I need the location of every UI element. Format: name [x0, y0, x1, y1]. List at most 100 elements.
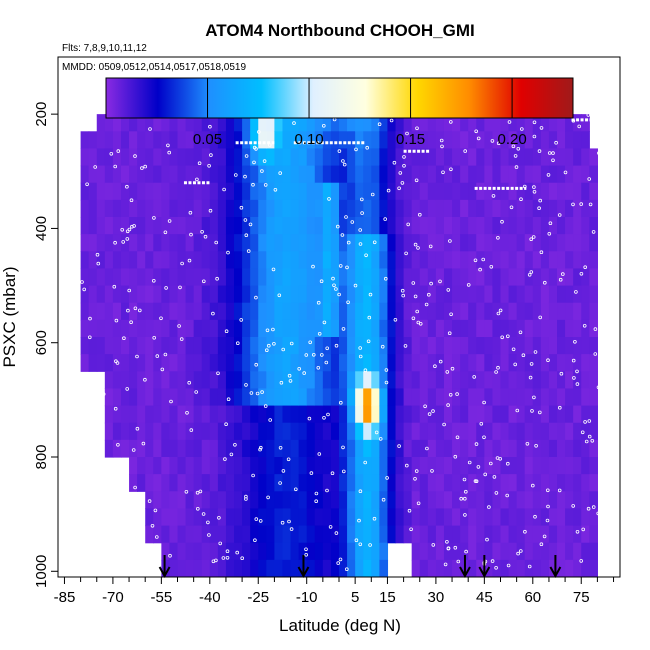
heatmap-cell	[355, 457, 364, 475]
heatmap-cell	[169, 114, 179, 132]
heatmap-cell	[548, 508, 558, 527]
heatmap-cell	[104, 234, 114, 252]
heatmap-cell	[500, 182, 510, 201]
heatmap-cell	[330, 302, 340, 321]
heatmap-cell	[137, 474, 146, 492]
heatmap-cell	[371, 542, 380, 561]
heatmap-cell	[492, 388, 502, 407]
heatmap-cell	[411, 165, 421, 184]
heatmap-cell	[419, 542, 429, 561]
heatmap-cell	[516, 354, 526, 372]
heatmap-cell	[508, 148, 518, 167]
heatmap-cell	[242, 131, 251, 150]
sample-point	[125, 387, 129, 391]
sample-point	[453, 454, 458, 459]
sample-point	[404, 463, 409, 468]
heatmap-cell	[395, 474, 405, 492]
heatmap-cell	[540, 508, 550, 527]
heatmap-cell	[145, 371, 154, 390]
sample-point	[178, 285, 182, 290]
heatmap-cell	[355, 405, 364, 424]
heatmap-cell	[322, 302, 332, 321]
heatmap-cell	[274, 199, 284, 218]
heatmap-cell	[468, 405, 477, 424]
sample-point	[82, 287, 86, 292]
heatmap-cell	[201, 234, 211, 252]
heatmap-cell	[403, 131, 413, 150]
sample-point	[341, 159, 345, 163]
sample-point	[226, 250, 230, 255]
heatmap-cell	[234, 251, 243, 270]
heatmap-cell	[314, 199, 324, 218]
heatmap-cell	[484, 182, 494, 201]
heatmap-cell	[516, 422, 526, 441]
heatmap-cell	[120, 285, 130, 304]
heatmap-cell	[145, 337, 154, 355]
heatmap-cell	[339, 165, 348, 184]
heatmap-cell	[540, 131, 550, 150]
sample-point	[90, 535, 95, 539]
sample-point	[208, 124, 212, 129]
sample-point	[225, 555, 230, 560]
sample-point	[280, 520, 285, 525]
sample-point	[583, 420, 587, 424]
heatmap-cell	[460, 422, 469, 441]
heatmap-cell	[532, 251, 542, 270]
sample-point	[395, 547, 400, 552]
heatmap-cell	[500, 148, 510, 167]
heatmap-cell	[427, 439, 437, 458]
sample-point	[122, 553, 126, 558]
sample-point	[593, 352, 598, 356]
sample-point	[126, 308, 130, 313]
heatmap-cell	[153, 319, 162, 338]
heatmap-cell	[427, 542, 437, 561]
heatmap-cell	[339, 422, 348, 441]
heatmap-cell	[355, 542, 364, 561]
heatmap-cell	[484, 199, 494, 218]
sample-point	[85, 182, 89, 187]
sample-point	[330, 471, 335, 476]
heatmap-cell	[589, 217, 598, 235]
sample-point	[546, 173, 551, 177]
heatmap-cell	[120, 354, 130, 372]
heatmap-cell	[589, 371, 598, 390]
heatmap-cell	[387, 319, 397, 338]
heatmap-cell	[363, 268, 372, 287]
heatmap-cell	[242, 337, 251, 355]
heatmap-cell	[508, 542, 518, 561]
heatmap-cell	[589, 268, 598, 287]
heatmap-cell	[387, 217, 397, 235]
heatmap-cell	[573, 457, 582, 475]
heatmap-cell	[129, 405, 138, 424]
heatmap-cell	[298, 542, 308, 561]
sample-point	[488, 461, 493, 466]
heatmap-cell	[282, 388, 292, 407]
heatmap-cell	[468, 474, 477, 492]
heatmap-cell	[322, 371, 332, 390]
heatmap-cell	[145, 388, 154, 407]
heatmap-cell	[314, 508, 324, 527]
heatmap-cell	[508, 285, 518, 304]
heatmap-cell	[573, 148, 582, 167]
heatmap-cell	[306, 525, 316, 544]
sample-point	[184, 489, 189, 494]
heatmap-cell	[145, 302, 154, 321]
heatmap-cell	[250, 405, 259, 424]
heatmap-cell	[234, 508, 243, 527]
heatmap-cell	[322, 131, 332, 150]
heatmap-cell	[524, 302, 534, 321]
heatmap-cell	[427, 474, 437, 492]
heatmap-cell	[80, 302, 90, 321]
heatmap-cell	[169, 439, 179, 458]
sample-point	[427, 412, 432, 416]
heatmap-cell	[137, 457, 146, 475]
heatmap-cell	[435, 199, 445, 218]
sample-point	[143, 164, 148, 169]
heatmap-cell	[460, 251, 469, 270]
heatmap-cell	[419, 182, 429, 201]
sample-point	[424, 302, 429, 307]
sample-point	[147, 499, 152, 503]
heatmap-cell	[387, 165, 397, 184]
heatmap-cell	[532, 542, 542, 561]
heatmap-cell	[185, 234, 195, 252]
